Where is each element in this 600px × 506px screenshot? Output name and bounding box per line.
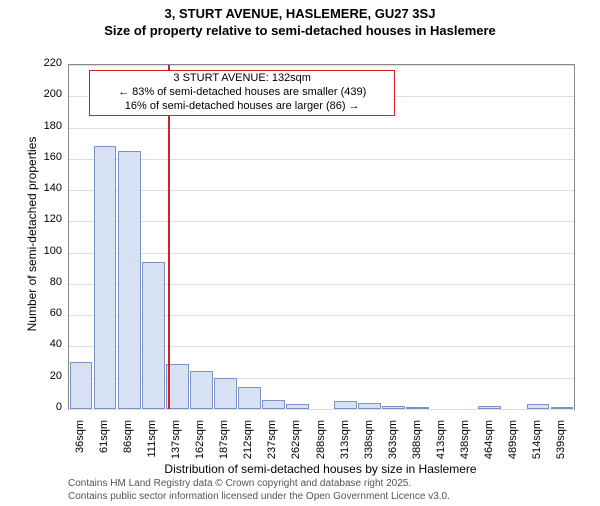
histogram-bar (190, 371, 213, 409)
y-tick-label: 200 (28, 88, 62, 100)
annotation-box: 3 STURT AVENUE: 132sqm← 83% of semi-deta… (89, 70, 395, 116)
x-tick-label: 288sqm (315, 420, 327, 470)
histogram-bar (406, 407, 429, 409)
x-tick-label: 514sqm (531, 420, 543, 470)
gridline (69, 65, 574, 66)
y-tick-label: 40 (28, 338, 62, 350)
histogram-bar (382, 406, 405, 409)
y-tick-label: 20 (28, 370, 62, 382)
footer-line1: Contains HM Land Registry data © Crown c… (68, 478, 411, 489)
histogram-bar (238, 387, 261, 409)
x-tick-label: 137sqm (170, 420, 182, 470)
x-tick-label: 413sqm (435, 420, 447, 470)
x-tick-label: 86sqm (122, 420, 134, 470)
histogram-bar (262, 400, 285, 409)
x-tick-label: 464sqm (483, 420, 495, 470)
gridline (69, 159, 574, 160)
chart-title-line1: 3, STURT AVENUE, HASLEMERE, GU27 3SJ (0, 6, 600, 21)
gridline (69, 253, 574, 254)
histogram-bar (551, 407, 574, 409)
x-tick-label: 262sqm (290, 420, 302, 470)
y-tick-label: 80 (28, 276, 62, 288)
annotation-line: ← 83% of semi-detached houses are smalle… (92, 86, 392, 100)
x-tick-label: 162sqm (194, 420, 206, 470)
x-tick-label: 539sqm (555, 420, 567, 470)
histogram-bar (527, 404, 550, 409)
x-tick-label: 36sqm (74, 420, 86, 470)
chart-container: { "layout": { "width": 600, "height": 50… (0, 6, 600, 506)
x-tick-label: 61sqm (98, 420, 110, 470)
y-tick-label: 180 (28, 120, 62, 132)
histogram-bar (142, 262, 165, 409)
y-tick-label: 0 (28, 401, 62, 413)
x-tick-label: 111sqm (146, 420, 158, 470)
histogram-bar (334, 401, 357, 409)
histogram-bar (118, 151, 141, 409)
plot-area: 3 STURT AVENUE: 132sqm← 83% of semi-deta… (68, 64, 575, 410)
histogram-bar (358, 403, 381, 409)
histogram-bar (286, 404, 309, 409)
annotation-line: 3 STURT AVENUE: 132sqm (92, 72, 392, 86)
y-tick-label: 60 (28, 307, 62, 319)
gridline (69, 221, 574, 222)
gridline (69, 409, 574, 410)
gridline (69, 190, 574, 191)
x-tick-label: 489sqm (507, 420, 519, 470)
chart-title-line2: Size of property relative to semi-detach… (0, 23, 600, 38)
x-tick-label: 313sqm (339, 420, 351, 470)
y-tick-label: 120 (28, 213, 62, 225)
footer-line2: Contains public sector information licen… (68, 491, 450, 502)
reference-line (168, 65, 170, 409)
x-tick-label: 187sqm (218, 420, 230, 470)
x-tick-label: 363sqm (387, 420, 399, 470)
y-tick-label: 140 (28, 182, 62, 194)
histogram-bar (478, 406, 501, 409)
x-tick-label: 237sqm (266, 420, 278, 470)
histogram-bar (214, 378, 237, 409)
y-tick-label: 220 (28, 57, 62, 69)
gridline (69, 128, 574, 129)
annotation-line: 16% of semi-detached houses are larger (… (92, 100, 392, 114)
y-axis-label: Number of semi-detached properties (25, 62, 39, 406)
histogram-bar (94, 146, 117, 409)
histogram-bar (70, 362, 93, 409)
x-tick-label: 212sqm (242, 420, 254, 470)
x-tick-label: 438sqm (459, 420, 471, 470)
x-tick-label: 388sqm (411, 420, 423, 470)
y-tick-label: 160 (28, 151, 62, 163)
x-tick-label: 338sqm (363, 420, 375, 470)
y-tick-label: 100 (28, 245, 62, 257)
